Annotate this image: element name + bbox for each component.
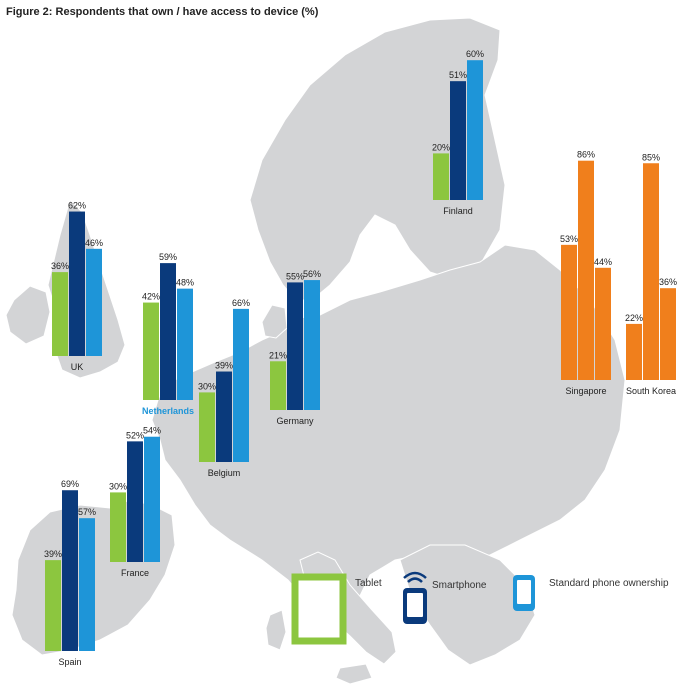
data-label-spain-standard-phone: 57% <box>78 507 96 517</box>
standard-phone-icon <box>513 575 535 611</box>
bar-group-uk: 36% 62% 46% UK <box>51 201 103 372</box>
data-label-germany-smartphone: 55% <box>286 271 304 281</box>
legend <box>291 571 535 645</box>
bar-spain-smartphone <box>62 490 78 651</box>
bar-germany-standard-phone <box>304 280 320 410</box>
bar-france-smartphone <box>127 441 143 562</box>
bar-south-korea-tablet <box>626 323 642 380</box>
bar-south-korea-standard-phone <box>660 288 676 380</box>
bar-group-germany: 21% 55%56% Germany <box>269 269 321 426</box>
data-label-netherlands-smartphone: 59% <box>159 252 177 262</box>
data-label-germany-standard-phone: 56% <box>303 269 321 279</box>
bar-uk-smartphone <box>69 211 85 356</box>
country-label-belgium: Belgium <box>208 468 241 478</box>
country-label-france: France <box>121 568 149 578</box>
smartphone-icon <box>403 571 427 624</box>
data-label-belgium-smartphone: 39% <box>215 361 233 371</box>
bar-uk-tablet <box>52 272 68 356</box>
data-label-france-standard-phone: 54% <box>143 426 161 436</box>
bar-singapore-standard-phone <box>595 267 611 380</box>
data-label-singapore-tablet: 53% <box>560 234 578 244</box>
bar-finland-smartphone <box>450 81 466 200</box>
bar-germany-smartphone <box>287 282 303 410</box>
bar-belgium-tablet <box>199 392 215 462</box>
data-label-singapore-standard-phone: 44% <box>594 257 612 267</box>
map-sardinia <box>265 609 287 651</box>
bar-singapore-smartphone <box>578 160 594 380</box>
bar-group-spain: 39% 69% 57% Spain <box>44 479 96 667</box>
map-balkans <box>399 544 536 666</box>
bar-finland-standard-phone <box>467 60 483 201</box>
bar-groups: 36% 62% 46% UK 42% 59% 48% Netherlands 30% 39% 66%… <box>44 49 677 667</box>
bar-group-belgium: 30% 39% 66% Belgium <box>198 298 250 478</box>
data-label-uk-tablet: 36% <box>51 261 69 271</box>
map-europe-mainland <box>151 244 626 641</box>
data-label-spain-smartphone: 69% <box>61 479 79 489</box>
tablet-icon <box>291 573 347 645</box>
legend-label-tablet: Tablet <box>355 578 382 589</box>
data-label-france-tablet: 30% <box>109 481 127 491</box>
map-scandinavia <box>249 17 506 301</box>
country-label-netherlands: Netherlands <box>142 406 194 416</box>
data-label-belgium-standard-phone: 66% <box>232 298 250 308</box>
country-label-spain: Spain <box>58 657 81 667</box>
data-label-france-smartphone: 52% <box>126 430 144 440</box>
country-label-uk: UK <box>71 362 84 372</box>
bar-group-finland: 20% 51% 60% Finland <box>432 49 484 216</box>
data-label-netherlands-tablet: 42% <box>142 292 160 302</box>
bar-netherlands-standard-phone <box>177 288 193 400</box>
country-label-south-korea: South Korea <box>626 386 676 396</box>
data-label-finland-tablet: 20% <box>432 142 450 152</box>
data-label-singapore-smartphone: 86% <box>577 150 595 160</box>
country-label-germany: Germany <box>276 416 314 426</box>
bar-singapore-tablet <box>561 244 577 380</box>
bar-finland-tablet <box>433 153 449 200</box>
data-label-germany-tablet: 21% <box>269 350 287 360</box>
country-label-finland: Finland <box>443 206 473 216</box>
data-label-finland-smartphone: 51% <box>449 70 467 80</box>
bar-group-netherlands: 42% 59% 48% Netherlands <box>142 252 194 416</box>
bar-south-korea-smartphone <box>643 163 659 380</box>
bar-group-south-korea: 22% 85% 36% South Korea <box>625 152 677 396</box>
map-ireland <box>5 285 51 345</box>
bar-spain-tablet <box>45 560 61 651</box>
country-label-singapore: Singapore <box>565 386 606 396</box>
europe-map <box>5 17 626 685</box>
data-label-south-korea-tablet: 22% <box>625 313 643 323</box>
data-label-finland-standard-phone: 60% <box>466 49 484 59</box>
bar-france-tablet <box>110 492 126 562</box>
chart-title: Figure 2: Respondents that own / have ac… <box>6 6 319 18</box>
bar-germany-tablet <box>270 361 286 410</box>
bar-netherlands-smartphone <box>160 263 176 400</box>
bar-belgium-smartphone <box>216 371 232 462</box>
data-label-netherlands-standard-phone: 48% <box>176 278 194 288</box>
map-sicily <box>335 663 373 685</box>
bar-group-singapore: 53% 86% 44% Singapore <box>560 150 612 396</box>
bar-uk-standard-phone <box>86 248 102 356</box>
data-label-uk-smartphone: 62% <box>68 201 86 211</box>
legend-label-standard-phone: Standard phone ownership <box>549 578 669 589</box>
bar-belgium-standard-phone <box>233 308 249 462</box>
data-label-belgium-tablet: 30% <box>198 381 216 391</box>
legend-label-smartphone: Smartphone <box>432 580 487 591</box>
bar-spain-standard-phone <box>79 518 95 651</box>
bar-netherlands-tablet <box>143 302 159 400</box>
bar-france-standard-phone <box>144 436 160 562</box>
bar-group-france: 30% 52%54% France <box>109 426 161 578</box>
data-label-spain-tablet: 39% <box>44 549 62 559</box>
data-label-south-korea-standard-phone: 36% <box>659 277 677 287</box>
data-label-uk-standard-phone: 46% <box>85 238 103 248</box>
data-label-south-korea-smartphone: 85% <box>642 152 660 162</box>
